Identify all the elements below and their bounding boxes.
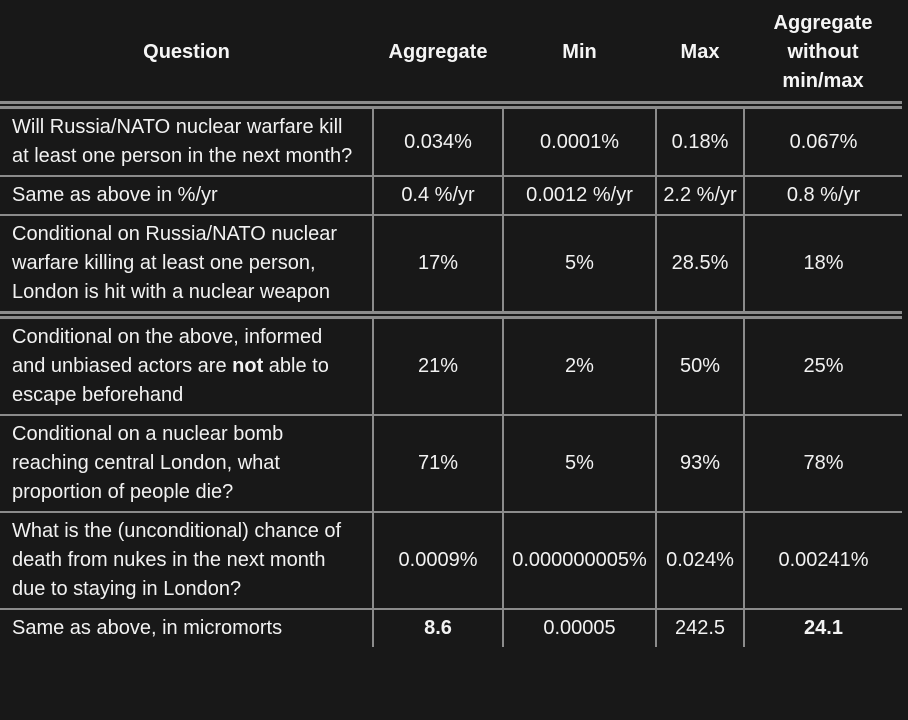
value-cell: 71% <box>372 414 504 513</box>
value-cell: 21% <box>372 314 504 416</box>
table-body: Will Russia/NATO nuclear warfare kill at… <box>0 104 903 648</box>
table-row: Conditional on a nuclear bomb reaching c… <box>0 414 903 513</box>
value-cell: 0.067% <box>743 104 903 177</box>
value-cell: 93% <box>655 414 745 513</box>
column-header-max: Max <box>656 4 744 109</box>
table-row: Conditional on Russia/NATO nuclear warfa… <box>0 214 903 319</box>
value-cell: 25% <box>743 314 903 416</box>
question-cell: Conditional on Russia/NATO nuclear warfa… <box>0 214 374 319</box>
table-header: Question Aggregate Min Max Aggregate wit… <box>0 4 902 109</box>
question-cell: Conditional on a nuclear bomb reaching c… <box>0 414 374 513</box>
question-cell: Same as above in %/yr <box>0 175 374 216</box>
question-cell: Will Russia/NATO nuclear warfare kill at… <box>0 104 374 177</box>
value-cell: 0.00005 <box>502 608 657 648</box>
value-cell: 0.4 %/yr <box>372 175 504 216</box>
value-cell: 242.5 <box>655 608 745 648</box>
column-header-min: Min <box>503 4 656 109</box>
value-cell: 0.0001% <box>502 104 657 177</box>
value-cell: 0.024% <box>655 511 745 610</box>
value-cell: 0.0012 %/yr <box>502 175 657 216</box>
column-header-aggregate: Aggregate <box>373 4 503 109</box>
column-header-question: Question <box>0 4 373 109</box>
question-cell: What is the (unconditional) chance of de… <box>0 511 374 610</box>
table-row: Same as above, in micromorts 8.6 0.00005 24… <box>0 608 903 648</box>
value-cell: 0.18% <box>655 104 745 177</box>
value-cell: 0.000000005% <box>502 511 657 610</box>
value-cell: 0.00241% <box>743 511 903 610</box>
header-row: Question Aggregate Min Max Aggregate wit… <box>0 4 902 109</box>
column-header-aggregate-without-minmax: Aggregate without min/max <box>744 4 902 109</box>
value-cell: 5% <box>502 214 657 319</box>
value-cell: 8.6 <box>372 608 504 648</box>
question-cell: Conditional on the above, informed and u… <box>0 314 374 416</box>
value-cell: 78% <box>743 414 903 513</box>
value-cell: 5% <box>502 414 657 513</box>
forecast-table: Question Aggregate Min Max Aggregate wit… <box>0 4 903 648</box>
value-cell: 0.0009% <box>372 511 504 610</box>
value-cell: 17% <box>372 214 504 319</box>
question-cell: Same as above, in micromorts <box>0 608 374 648</box>
value-cell: 2% <box>502 314 657 416</box>
table-row: Will Russia/NATO nuclear warfare kill at… <box>0 104 903 177</box>
table-row: What is the (unconditional) chance of de… <box>0 511 903 610</box>
value-cell: 0.034% <box>372 104 504 177</box>
value-cell: 50% <box>655 314 745 416</box>
value-cell: 24.1 <box>743 608 903 648</box>
value-cell: 28.5% <box>655 214 745 319</box>
value-cell: 0.8 %/yr <box>743 175 903 216</box>
table-row: Conditional on the above, informed and u… <box>0 314 903 416</box>
table-row: Same as above in %/yr 0.4 %/yr 0.0012 %/yr… <box>0 175 903 216</box>
value-cell: 18% <box>743 214 903 319</box>
value-cell: 2.2 %/yr <box>655 175 745 216</box>
